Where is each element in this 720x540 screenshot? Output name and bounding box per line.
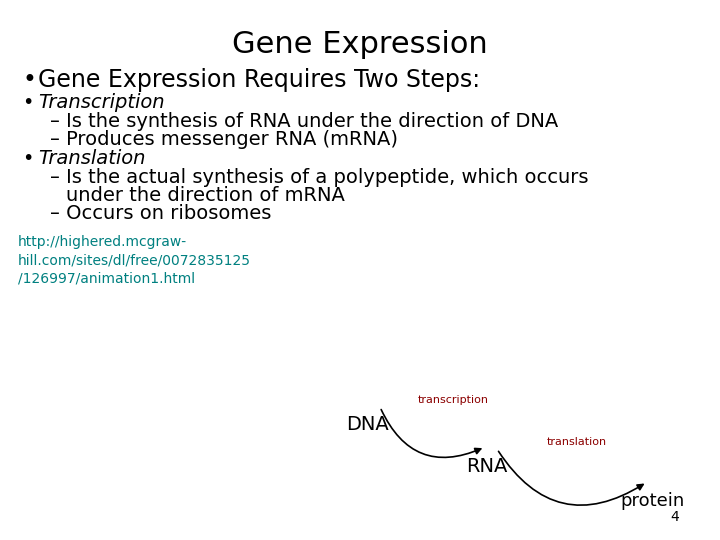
Text: DNA: DNA <box>346 415 390 434</box>
Text: 4: 4 <box>670 510 679 524</box>
Text: RNA: RNA <box>467 457 508 476</box>
Text: – Is the synthesis of RNA under the direction of DNA: – Is the synthesis of RNA under the dire… <box>50 112 558 131</box>
Text: Transcription: Transcription <box>38 93 165 112</box>
Text: protein: protein <box>620 492 684 510</box>
Text: •: • <box>22 68 36 92</box>
FancyArrowPatch shape <box>498 451 643 505</box>
Text: transcription: transcription <box>418 395 489 405</box>
Text: – Occurs on ribosomes: – Occurs on ribosomes <box>50 204 271 223</box>
Text: http://highered.mcgraw-: http://highered.mcgraw- <box>18 235 187 249</box>
Text: Gene Expression Requires Two Steps:: Gene Expression Requires Two Steps: <box>38 68 480 92</box>
Text: /126997/animation1.html: /126997/animation1.html <box>18 271 195 285</box>
Text: •: • <box>22 93 33 112</box>
Text: under the direction of mRNA: under the direction of mRNA <box>66 186 345 205</box>
Text: Translation: Translation <box>38 149 145 168</box>
Text: Gene Expression: Gene Expression <box>232 30 488 59</box>
FancyArrowPatch shape <box>381 409 481 457</box>
Text: – Produces messenger RNA (mRNA): – Produces messenger RNA (mRNA) <box>50 130 398 149</box>
Text: hill.com/sites/dl/free/0072835125: hill.com/sites/dl/free/0072835125 <box>18 253 251 267</box>
Text: – Is the actual synthesis of a polypeptide, which occurs: – Is the actual synthesis of a polypepti… <box>50 168 588 187</box>
Text: •: • <box>22 149 33 168</box>
Text: translation: translation <box>547 437 607 447</box>
